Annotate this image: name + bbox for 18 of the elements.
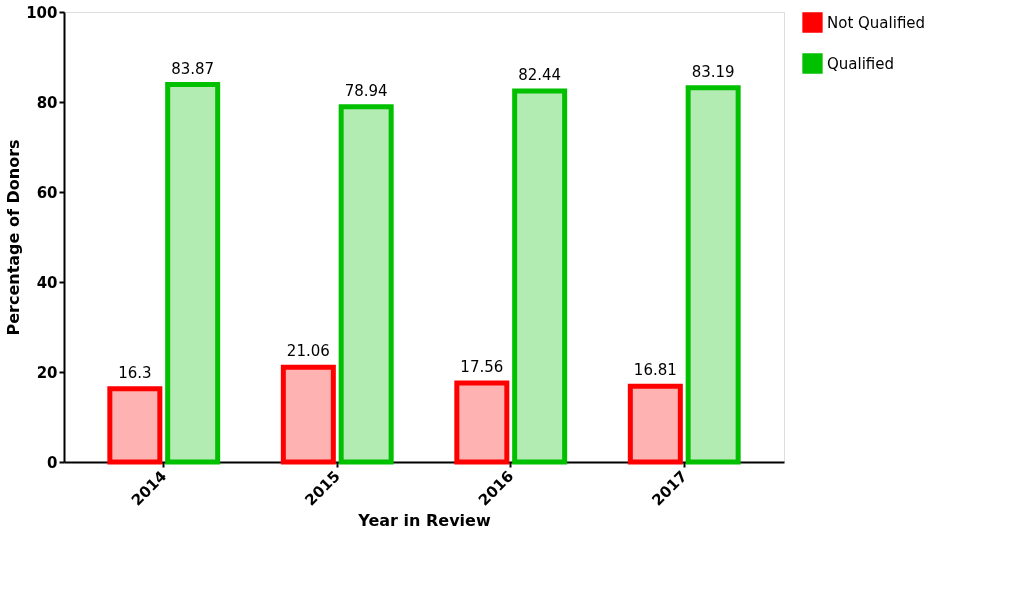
- y-tick-label: 20: [36, 363, 58, 382]
- y-tick-label: 40: [36, 273, 58, 292]
- data-label: 82.44: [518, 66, 562, 85]
- data-label: 21.06: [286, 342, 330, 361]
- data-label: 78.94: [344, 81, 388, 100]
- data-label: 16.81: [633, 361, 677, 380]
- legend-label: Qualified: [827, 54, 895, 73]
- y-tick-label: 0: [47, 453, 58, 472]
- data-label: 83.87: [171, 59, 215, 78]
- y-tick-label: 80: [36, 93, 58, 112]
- data-label: 83.19: [691, 62, 735, 81]
- data-label: 17.56: [460, 357, 504, 376]
- legend-label: Not Qualified: [827, 13, 926, 32]
- y-tick-label: 60: [36, 183, 58, 202]
- y-axis-title: Percentage of Donors: [4, 139, 24, 336]
- x-axis-title: Year in Review: [357, 510, 491, 530]
- data-label: 16.3: [118, 363, 152, 382]
- y-tick-label: 100: [26, 3, 58, 22]
